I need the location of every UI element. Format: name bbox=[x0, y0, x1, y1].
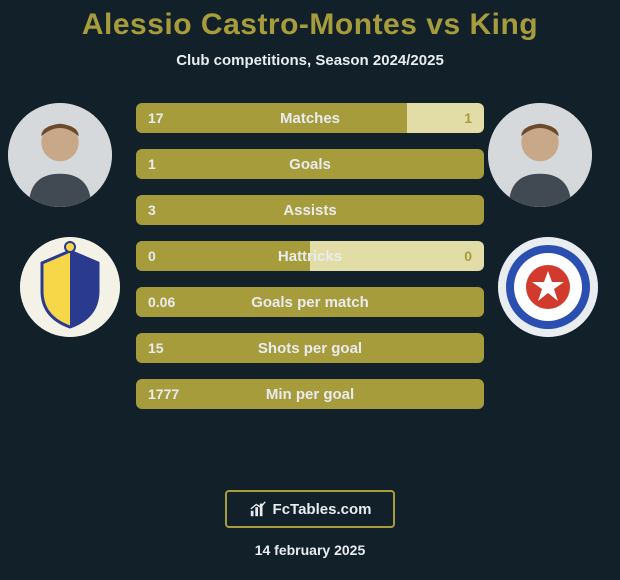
page-title: Alessio Castro-Montes vs King bbox=[82, 8, 538, 42]
content-area: 17 1 Matches 1 0 Goals 3 0 Assists 0 0 H… bbox=[0, 89, 620, 490]
comparison-card: Alessio Castro-Montes vs King Club compe… bbox=[0, 0, 620, 580]
stat-row: 17 1 Matches bbox=[136, 103, 484, 133]
subtitle: Club competitions, Season 2024/2025 bbox=[176, 52, 444, 69]
stat-row: 1777 Min per goal bbox=[136, 379, 484, 409]
brand-box: FcTables.com bbox=[225, 490, 396, 528]
stat-label: Goals per match bbox=[136, 287, 484, 317]
stat-label: Min per goal bbox=[136, 379, 484, 409]
stat-label: Assists bbox=[136, 195, 484, 225]
brand-label: FcTables.com bbox=[273, 501, 372, 518]
player-left-avatar bbox=[8, 103, 112, 207]
club-right-badge bbox=[498, 237, 598, 337]
chart-icon bbox=[249, 500, 267, 518]
stat-label: Shots per goal bbox=[136, 333, 484, 363]
date-label: 14 february 2025 bbox=[255, 542, 366, 558]
club-left-badge bbox=[20, 237, 120, 337]
stat-row: 0 0 Hattricks bbox=[136, 241, 484, 271]
stat-label: Hattricks bbox=[136, 241, 484, 271]
footer: FcTables.com 14 february 2025 bbox=[225, 490, 396, 558]
stat-row: 1 0 Goals bbox=[136, 149, 484, 179]
stat-row: 0.06 Goals per match bbox=[136, 287, 484, 317]
stat-row: 15 Shots per goal bbox=[136, 333, 484, 363]
stat-label: Goals bbox=[136, 149, 484, 179]
player-right-avatar bbox=[488, 103, 592, 207]
stat-label: Matches bbox=[136, 103, 484, 133]
stat-row: 3 0 Assists bbox=[136, 195, 484, 225]
comparison-bars: 17 1 Matches 1 0 Goals 3 0 Assists 0 0 H… bbox=[136, 103, 484, 425]
